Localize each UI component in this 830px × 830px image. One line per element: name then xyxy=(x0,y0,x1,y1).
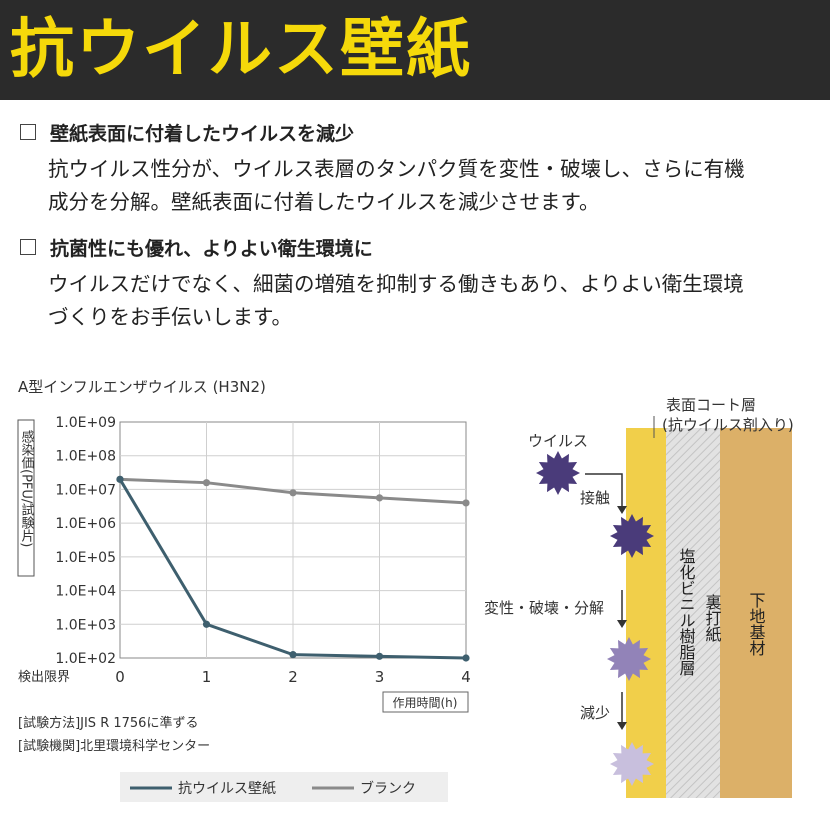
y-tick-label: 1.0E+04 xyxy=(55,584,116,600)
test-method-note: [試験方法]JIS R 1756に準ずる xyxy=(18,715,198,731)
y-tick-labels: 1.0E+09 1.0E+08 1.0E+07 1.0E+06 1.0E+05 1.0E+… xyxy=(55,415,116,667)
virus-icon xyxy=(607,637,651,681)
legend-label-blank: ブランク xyxy=(360,780,416,797)
chart-grid xyxy=(120,422,466,658)
y-tick-label: 1.0E+03 xyxy=(55,617,116,633)
coat-layer xyxy=(626,428,666,798)
feature-section-1: 壁紙表面に付着したウイルスを減少 抗ウイルス性分が、ウイルス表層のタンパク質を変… xyxy=(20,117,820,219)
feature-heading: 抗菌性にも優れ、よりよい衛生環境に xyxy=(50,237,373,260)
step-reduce-label: 減少 xyxy=(580,704,610,722)
data-point xyxy=(289,489,297,497)
data-point xyxy=(116,475,124,483)
chart-title: A型インフルエンザウイルス (H3N2) xyxy=(18,378,266,396)
vinyl-layer-label: 塩化ビニル樹脂層 xyxy=(677,548,696,676)
y-axis-label: 感染価(PFU/試験片) xyxy=(19,429,35,547)
vinyl-layer xyxy=(666,428,702,798)
x-tick-label: 0 xyxy=(115,668,125,686)
page-title: 抗ウイルス壁紙 xyxy=(10,13,472,87)
reduce-arrowhead xyxy=(617,722,627,730)
coat-layer-sublabel: (抗ウイルス剤入り) xyxy=(662,416,794,434)
x-tick-label: 2 xyxy=(288,668,298,686)
feature-section-2: 抗菌性にも優れ、よりよい衛生環境に ウイルスだけでなく、細菌の増殖を抑制する働き… xyxy=(20,232,820,334)
virus-icon xyxy=(536,451,580,495)
x-tick-label: 3 xyxy=(375,668,385,686)
series-line xyxy=(118,478,467,660)
contact-arrow xyxy=(585,473,623,508)
y-tick-label: 1.0E+07 xyxy=(55,482,116,498)
y-tick-label: 1.0E+05 xyxy=(55,550,116,566)
feature-text-line: 成分を分解。壁紙表面に付着したウイルスを減少させます。 xyxy=(48,190,600,214)
feature-text-line: づくりをお手伝いします。 xyxy=(48,305,292,329)
plot-frame xyxy=(119,421,467,659)
checkbox-square-icon xyxy=(20,124,36,140)
feature-heading: 壁紙表面に付着したウイルスを減少 xyxy=(50,122,355,145)
x-tick-label: 1 xyxy=(202,668,212,686)
data-point xyxy=(375,652,384,660)
series-line xyxy=(119,477,467,505)
y-tick-label: 1.0E+08 xyxy=(55,449,116,465)
header-banner: 抗ウイルス壁紙 xyxy=(0,0,830,100)
y-tick-label: 1.0E+02 xyxy=(55,651,116,667)
virus-icon xyxy=(610,514,654,558)
legend-box xyxy=(120,772,448,802)
x-axis-label: 作用時間(h) xyxy=(393,696,458,710)
data-point xyxy=(202,479,211,487)
data-point xyxy=(375,494,384,502)
chart-series xyxy=(116,475,470,662)
detection-limit-label: 検出限界 xyxy=(18,670,70,685)
step-decompose-label: 変性・破壊・分解 xyxy=(484,599,604,617)
step-contact-label: 接触 xyxy=(580,489,610,507)
x-tick-labels: 0 1 2 3 4 xyxy=(115,668,471,686)
backing-layer xyxy=(702,428,720,798)
test-institution-note: [試験機関]北里環境科学センター xyxy=(18,738,210,754)
data-point xyxy=(116,475,124,483)
backing-layer-label: 裏打紙 xyxy=(703,593,722,643)
base-layer xyxy=(720,428,792,798)
ylabel-frame xyxy=(17,419,35,577)
virus-icon xyxy=(610,742,654,786)
feature-text-line: ウイルスだけでなく、細菌の増殖を抑制する働きもあり、よりよい衛生環境 xyxy=(48,272,744,296)
y-tick-label: 1.0E+06 xyxy=(55,516,116,532)
virus-icons xyxy=(536,451,654,786)
contact-arrowhead xyxy=(617,506,627,514)
decompose-arrowhead xyxy=(617,620,627,628)
data-point xyxy=(462,499,470,507)
base-layer-label: 下地基材 xyxy=(747,592,766,656)
legend-label-treated: 抗ウイルス壁紙 xyxy=(178,781,276,797)
virus-label: ウイルス xyxy=(528,432,588,450)
data-point xyxy=(462,654,470,662)
coat-layer-label: 表面コート層 xyxy=(666,396,756,414)
feature-text-line: 抗ウイルス性分が、ウイルス表層のタンパク質を変性・破壊し、さらに有機 xyxy=(48,157,745,181)
y-tick-label: 1.0E+09 xyxy=(55,415,116,431)
checkbox-square-icon xyxy=(20,239,36,255)
xlabel-frame xyxy=(382,691,469,713)
data-point xyxy=(202,620,211,628)
x-tick-label: 4 xyxy=(461,668,471,686)
data-point xyxy=(289,651,297,659)
